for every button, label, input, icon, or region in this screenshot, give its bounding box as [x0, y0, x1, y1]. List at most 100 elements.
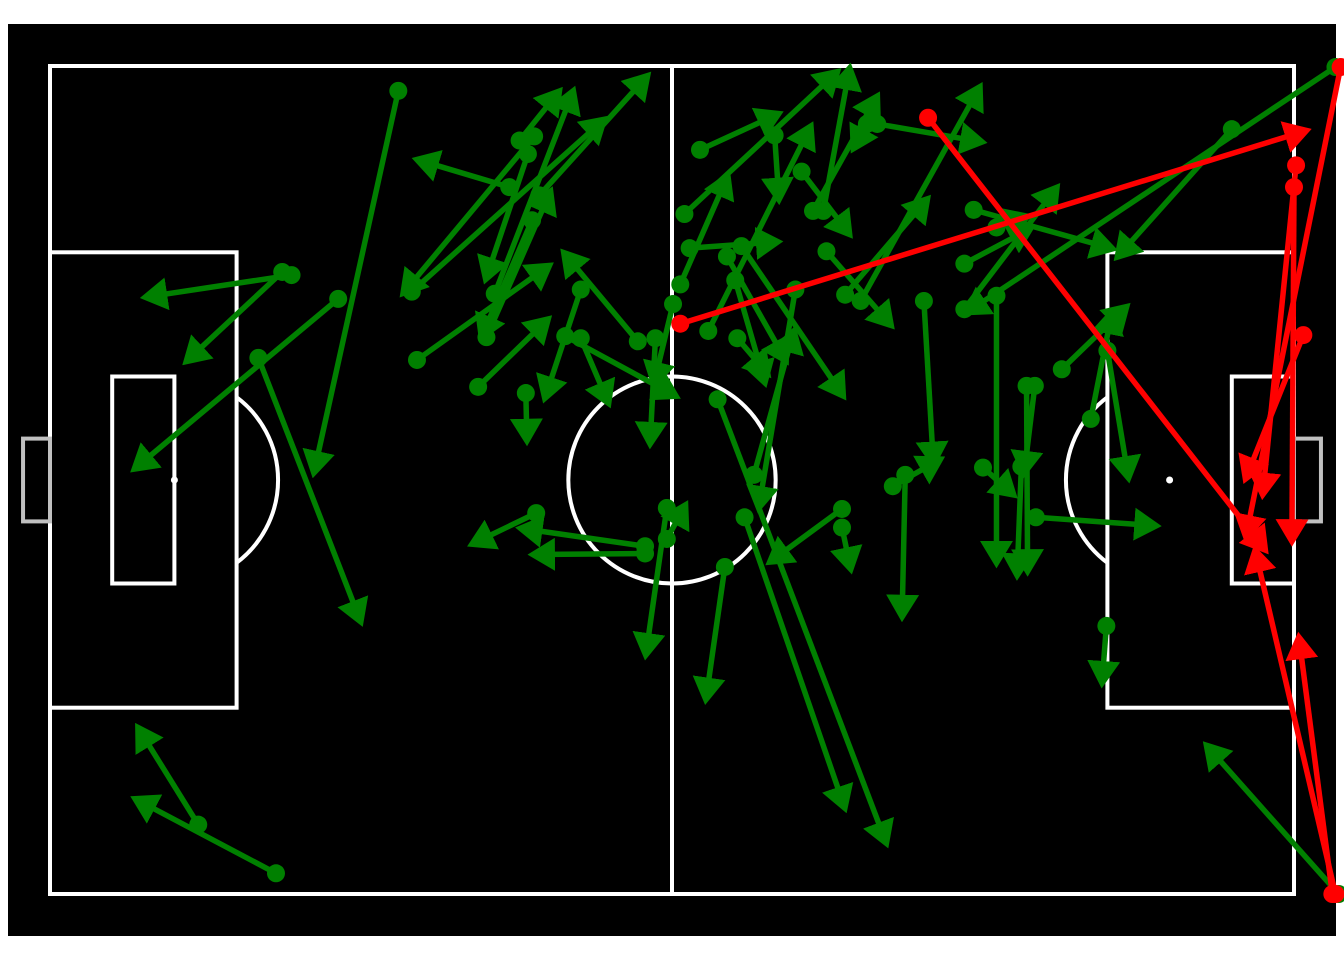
right-penalty-spot — [1166, 476, 1174, 484]
pass-unsuccessful — [671, 121, 1312, 333]
pass-origin-point — [726, 271, 745, 290]
pass-origin-point — [1081, 409, 1100, 428]
pass-successful — [467, 504, 546, 550]
pass-origin-point — [523, 211, 542, 230]
pass-arrow — [515, 515, 646, 549]
pass-origin-point — [664, 295, 683, 314]
pass-arrow — [1238, 334, 1306, 485]
pass-arrow — [477, 153, 531, 285]
pass-successful — [883, 455, 946, 496]
pass-origin-point — [329, 289, 348, 308]
pass-arrow — [130, 296, 340, 473]
pass-origin-point — [708, 390, 727, 409]
pass-origin-point — [851, 291, 870, 310]
pass-origin-point — [964, 200, 983, 219]
pass-arrow — [135, 722, 201, 827]
centre-spot — [670, 478, 674, 482]
pass-origin-point — [273, 262, 292, 281]
pass-arrow — [1202, 741, 1341, 896]
pass-successful — [914, 291, 949, 470]
pass-origin-point — [919, 108, 938, 127]
pass-origin-point — [675, 205, 694, 224]
pass-arrow — [1087, 625, 1121, 689]
pass-arrow — [139, 272, 292, 311]
passes — [130, 58, 1344, 903]
pass-successful — [509, 384, 543, 447]
pass-arrow — [642, 303, 676, 390]
pass-arrow — [632, 507, 670, 661]
pass-successful — [735, 508, 854, 814]
pass-origin-point — [836, 285, 855, 304]
pass-origin-point — [189, 815, 208, 834]
pass-origin-point — [974, 458, 992, 477]
pass-origin-point — [518, 144, 537, 163]
pass-arrow — [915, 300, 949, 470]
pass-origin-point — [1287, 156, 1306, 175]
pass-successful — [632, 498, 676, 661]
pass-origin-point — [389, 81, 408, 100]
pass-origin-point — [266, 864, 285, 883]
pass-arrow — [1104, 350, 1142, 484]
pass-successful — [130, 794, 285, 883]
pass-successful — [765, 499, 852, 566]
pass-origin-point — [715, 557, 734, 576]
left-goal — [21, 436, 52, 524]
pass-arrow — [698, 107, 784, 153]
pass-successful — [642, 295, 683, 390]
pass-arrow — [476, 315, 553, 389]
pass-arrow — [741, 516, 854, 814]
pass-arrow — [824, 249, 895, 330]
pass-unsuccessful — [1285, 631, 1342, 903]
pass-successful — [469, 315, 553, 396]
pass-origin-point — [1294, 326, 1313, 345]
pass-arrow — [765, 506, 844, 566]
pass-successful — [477, 144, 537, 285]
pass-origin-point — [1097, 616, 1116, 635]
pass-successful — [974, 458, 1018, 499]
pass-arrow — [1248, 165, 1299, 501]
pass-successful — [1052, 302, 1131, 379]
pass-arrow — [876, 121, 988, 155]
pass-arrow — [820, 62, 862, 212]
pass-origin-point — [955, 254, 974, 273]
pass-origin-point — [636, 544, 655, 563]
pass-origin-point — [699, 321, 718, 340]
pass-arrow — [467, 510, 538, 550]
pass-origin-point — [1017, 376, 1036, 395]
pass-arrow — [302, 90, 402, 479]
pass-successful — [249, 348, 369, 627]
pass-origin-point — [690, 140, 709, 159]
pass-unsuccessful — [919, 108, 1269, 555]
pass-origin-point — [792, 162, 811, 181]
pass-successful — [135, 722, 208, 834]
pass-origin-point — [728, 329, 747, 348]
pass-successful — [728, 329, 772, 379]
pass-origin-point — [571, 280, 590, 299]
pass-arrow — [1010, 385, 1044, 577]
pass-origin-point — [817, 242, 836, 261]
pass-arrow — [1035, 507, 1162, 541]
left-penalty-arc — [235, 395, 280, 565]
pass-origin-point — [525, 127, 544, 146]
pass-successful — [699, 121, 816, 340]
pass-origin-point — [469, 377, 488, 396]
pass-arrow — [634, 338, 668, 450]
pass-origin-point — [765, 126, 784, 145]
pass-arrow — [682, 68, 842, 217]
pass-origin-point — [249, 348, 268, 367]
pass-origin-point — [717, 247, 736, 266]
pass-arrow — [255, 356, 369, 627]
pass-arrow — [677, 170, 735, 286]
pass-origin-point — [407, 350, 426, 369]
pass-origin-point — [516, 384, 535, 403]
pass-origin-point — [1323, 885, 1342, 903]
pass-origin-point — [1026, 508, 1045, 527]
pass-origin-point — [646, 329, 665, 348]
pass-successful — [302, 81, 408, 479]
pass-successful — [634, 329, 668, 450]
pass-origin-point — [628, 332, 647, 351]
pass-origin-point — [1331, 58, 1344, 77]
pass-origin-point — [556, 327, 575, 346]
pass-arrow — [1059, 302, 1131, 372]
